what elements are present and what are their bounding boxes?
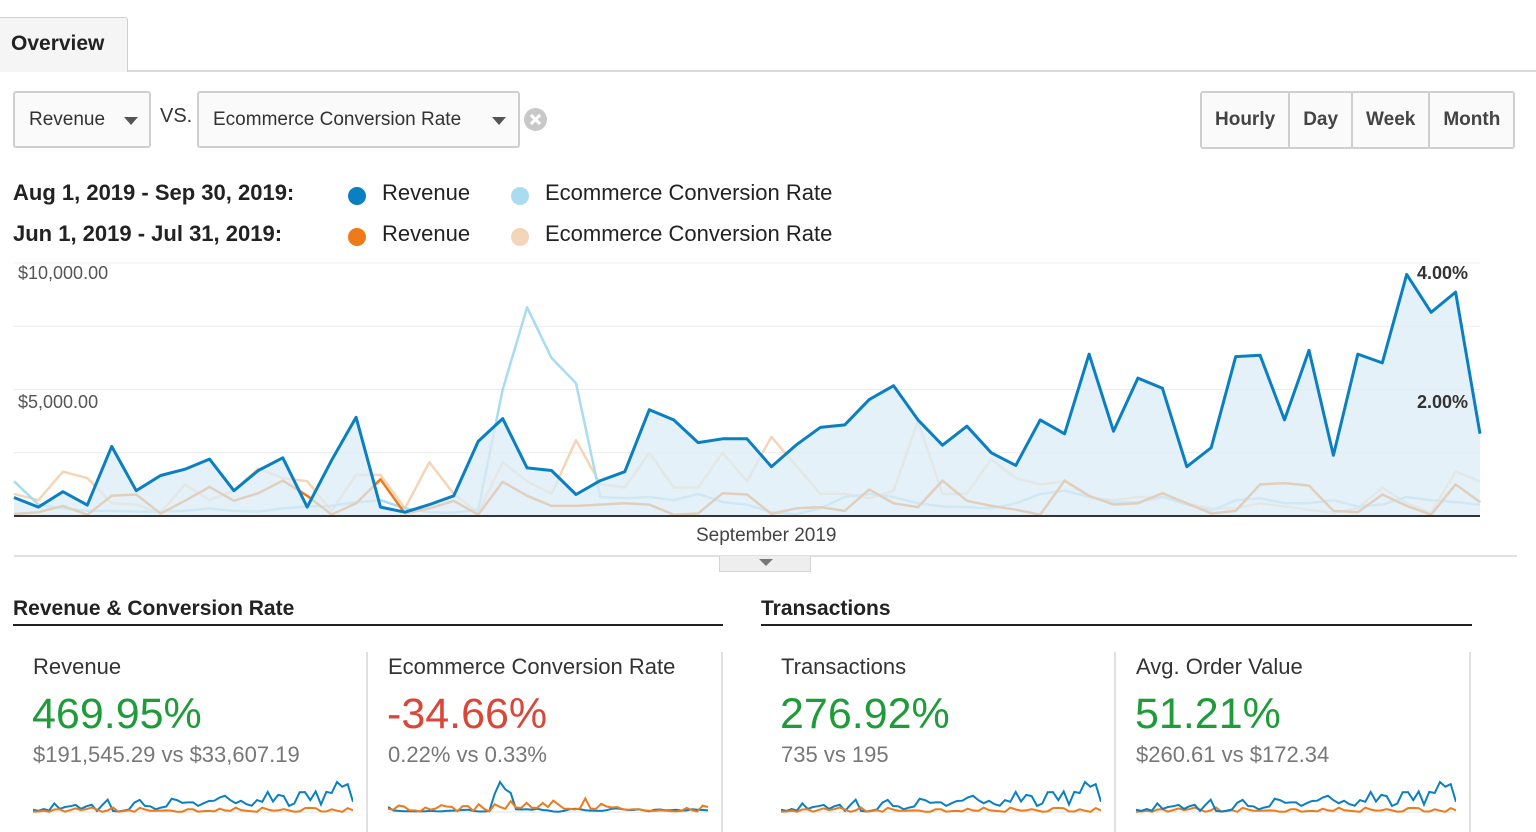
x-axis-label: September 2019 bbox=[696, 525, 837, 546]
scorecard-comparison: $260.61 vs $172.34 bbox=[1136, 742, 1330, 767]
month-button[interactable]: Month bbox=[1428, 93, 1514, 147]
primary-metric-select[interactable]: Revenue bbox=[13, 91, 151, 148]
tab-bar-rule bbox=[127, 70, 1536, 72]
granularity-toggle: Hourly Day Week Month bbox=[1200, 91, 1516, 149]
legend-date-range: Aug 1, 2019 - Sep 30, 2019: bbox=[13, 180, 295, 205]
divider bbox=[1114, 652, 1116, 832]
sparkline-series bbox=[1136, 780, 1456, 813]
sparkline-series bbox=[33, 806, 353, 813]
hourly-button[interactable]: Hourly bbox=[1202, 93, 1289, 147]
line-chart[interactable]: $10,000.00 $5,000.00 4.00% 2.00% Septemb… bbox=[0, 255, 1536, 555]
scorecard-name: Avg. Order Value bbox=[1136, 654, 1303, 679]
day-button[interactable]: Day bbox=[1288, 93, 1352, 147]
sparkline-series bbox=[1136, 806, 1456, 813]
divider bbox=[721, 652, 723, 832]
legend-dot-conversion bbox=[511, 187, 529, 205]
scorecard-conversion-rate[interactable]: Ecommerce Conversion Rate -34.66% 0.22% … bbox=[368, 652, 723, 832]
scorecard-change: 469.95% bbox=[32, 690, 202, 738]
secondary-metric-select[interactable]: Ecommerce Conversion Rate bbox=[197, 91, 520, 148]
scorecard-name: Ecommerce Conversion Rate bbox=[388, 654, 676, 679]
legend-dot-revenue bbox=[348, 187, 366, 205]
tab-bar: Overview bbox=[0, 0, 1536, 72]
sparkline-series bbox=[781, 806, 1101, 813]
week-button[interactable]: Week bbox=[1351, 93, 1429, 147]
divider bbox=[1469, 652, 1471, 832]
legend-label-revenue: Revenue bbox=[382, 221, 471, 246]
sparkline bbox=[781, 780, 1101, 813]
scorecard-change: -34.66% bbox=[387, 690, 548, 738]
group-title-revenue: Revenue & Conversion Rate bbox=[13, 597, 723, 626]
collapse-chart-toggle[interactable] bbox=[719, 556, 811, 572]
sparkline-series bbox=[388, 780, 708, 813]
scorecard-revenue[interactable]: Revenue 469.95% $191,545.29 vs $33,607.1… bbox=[13, 652, 368, 832]
sparkline bbox=[33, 780, 353, 813]
scorecard-name: Transactions bbox=[781, 654, 907, 679]
sparkline-series bbox=[388, 796, 708, 813]
legend-label-conversion: Ecommerce Conversion Rate bbox=[545, 221, 833, 246]
scorecard-change: 51.21% bbox=[1135, 690, 1281, 738]
primary-metric-value: Revenue bbox=[29, 109, 106, 130]
legend-dot-conversion bbox=[511, 228, 529, 246]
tab-overview[interactable]: Overview bbox=[0, 17, 128, 72]
y-right-tick: 4.00% bbox=[1417, 263, 1469, 283]
scorecard-change: 276.92% bbox=[780, 690, 950, 738]
clear-icon[interactable] bbox=[524, 108, 547, 131]
sparkline bbox=[388, 780, 708, 813]
y-left-tick: $5,000.00 bbox=[18, 392, 99, 412]
sparkline bbox=[1136, 780, 1456, 813]
y-left-tick: $10,000.00 bbox=[18, 263, 109, 283]
group-title-transactions: Transactions bbox=[761, 597, 1472, 626]
series-line bbox=[13, 272, 1482, 514]
scorecard-avg-order-value[interactable]: Avg. Order Value 51.21% $260.61 vs $172.… bbox=[1116, 652, 1471, 832]
legend-dot-revenue bbox=[348, 228, 366, 246]
chevron-down-icon bbox=[124, 117, 138, 125]
sparkline-series bbox=[33, 780, 353, 813]
legend-label-conversion: Ecommerce Conversion Rate bbox=[545, 180, 833, 205]
scorecard-comparison: 0.22% vs 0.33% bbox=[388, 742, 547, 767]
y-right-tick: 2.00% bbox=[1417, 392, 1469, 412]
scorecard-comparison: $191,545.29 vs $33,607.19 bbox=[33, 742, 300, 767]
scorecard-name: Revenue bbox=[33, 654, 122, 679]
sparkline-series bbox=[781, 780, 1101, 813]
series-area bbox=[14, 274, 1480, 516]
vs-label: VS. bbox=[160, 105, 193, 127]
legend-date-range: Jun 1, 2019 - Jul 31, 2019: bbox=[13, 221, 283, 246]
chart-plot bbox=[13, 262, 1482, 517]
scorecard-transactions[interactable]: Transactions 276.92% 735 vs 195 bbox=[761, 652, 1116, 832]
divider bbox=[366, 652, 368, 832]
scorecard-comparison: 735 vs 195 bbox=[781, 742, 889, 767]
legend-label-revenue: Revenue bbox=[382, 180, 471, 205]
secondary-metric-value: Ecommerce Conversion Rate bbox=[213, 109, 462, 130]
chevron-down-icon bbox=[492, 117, 506, 125]
